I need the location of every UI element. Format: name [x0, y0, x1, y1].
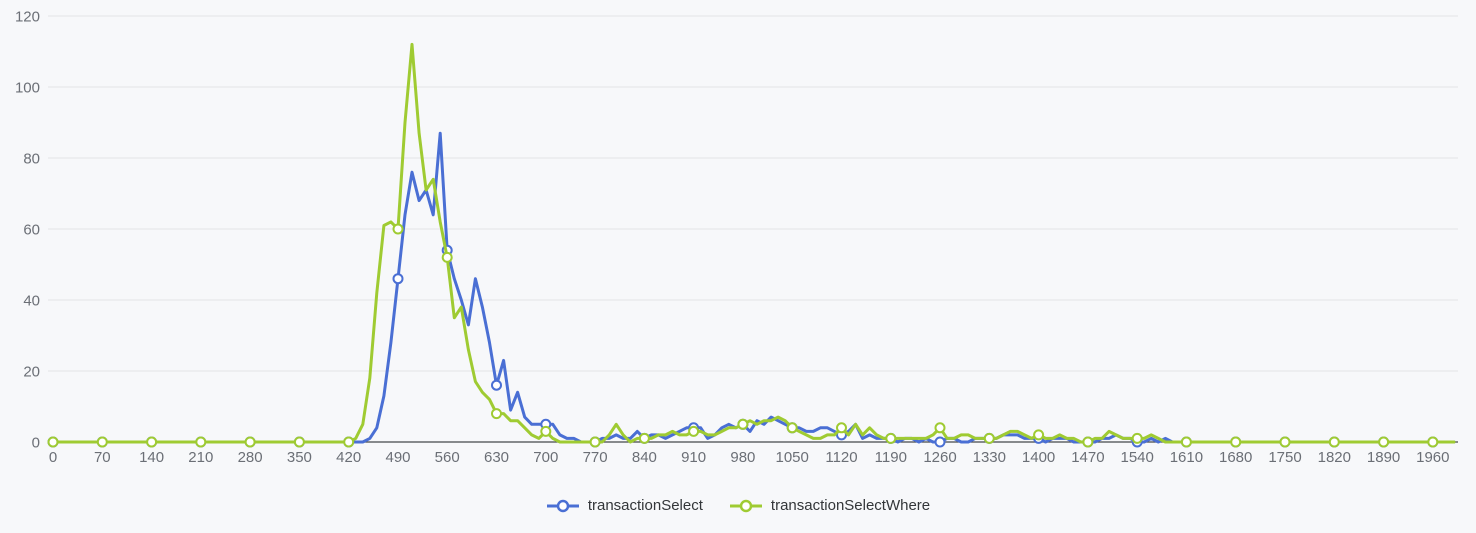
x-tick-label: 980 — [730, 449, 755, 466]
x-tick-label: 350 — [287, 449, 312, 466]
x-tick-label: 1400 — [1022, 449, 1055, 466]
y-tick-label: 20 — [23, 363, 40, 380]
legend-label: transactionSelectWhere — [770, 497, 931, 514]
series-marker-transactionSelectWhere — [983, 432, 995, 444]
series-marker-transactionSelectWhere — [1279, 436, 1291, 448]
x-tick-label: 770 — [583, 449, 608, 466]
x-tick-label: 1470 — [1071, 449, 1104, 466]
series-marker-transactionSelectWhere — [343, 436, 355, 448]
x-tick-label: 280 — [238, 449, 263, 466]
x-tick-label: 1750 — [1268, 449, 1301, 466]
y-tick-label: 60 — [23, 221, 40, 238]
series-marker-transactionSelectWhere — [441, 251, 453, 263]
x-tick-label: 1260 — [923, 449, 956, 466]
legend: transactionSelect transactionSelectWhere — [0, 478, 1476, 533]
series-marker-transactionSelectWhere — [1230, 436, 1242, 448]
series-marker-transactionSelectWhere — [638, 432, 650, 444]
legend-item-transactionSelect[interactable]: transactionSelect — [546, 497, 703, 514]
line-marker-icon — [546, 499, 580, 513]
x-tick-label: 1890 — [1367, 449, 1400, 466]
series-marker-transactionSelectWhere — [1082, 436, 1094, 448]
series-marker-transactionSelectWhere — [934, 422, 946, 434]
x-tick-label: 490 — [385, 449, 410, 466]
x-tick-label: 1540 — [1121, 449, 1154, 466]
series-marker-transactionSelectWhere — [1131, 432, 1143, 444]
series-marker-transactionSelectWhere — [885, 432, 897, 444]
y-tick-label: 100 — [15, 79, 40, 96]
y-tick-label: 120 — [15, 8, 40, 25]
series-marker-transactionSelectWhere — [244, 436, 256, 448]
x-tick-label: 1610 — [1170, 449, 1203, 466]
x-tick-label: 840 — [632, 449, 657, 466]
y-tick-label: 40 — [23, 292, 40, 309]
x-tick-label: 910 — [681, 449, 706, 466]
series-marker-transactionSelectWhere — [96, 436, 108, 448]
x-tick-label: 420 — [336, 449, 361, 466]
x-tick-label: 140 — [139, 449, 164, 466]
x-tick-label: 210 — [188, 449, 213, 466]
x-tick-label: 1820 — [1318, 449, 1351, 466]
series-marker-transactionSelect — [934, 436, 946, 448]
x-tick-label: 70 — [94, 449, 111, 466]
series-line-transactionSelect — [51, 131, 1456, 444]
series-marker-transactionSelectWhere — [589, 436, 601, 448]
series-marker-transactionSelectWhere — [688, 425, 700, 437]
series-marker-transactionSelectWhere — [786, 422, 798, 434]
y-tick-label: 0 — [32, 434, 40, 451]
series-marker-transactionSelectWhere — [146, 436, 158, 448]
series-marker-transactionSelectWhere — [836, 422, 847, 434]
x-tick-label: 630 — [484, 449, 509, 466]
series-marker-transactionSelectWhere — [1328, 436, 1340, 448]
series-marker-transactionSelectWhere — [293, 436, 305, 448]
x-tick-label: 1050 — [776, 449, 809, 466]
series-marker-transactionSelectWhere — [1180, 436, 1192, 448]
series-marker-transactionSelectWhere — [540, 425, 552, 437]
y-tick-label: 80 — [23, 150, 40, 167]
series-line-transactionSelectWhere — [51, 42, 1456, 444]
series-marker-transactionSelectWhere — [392, 223, 404, 235]
series-marker-transactionSelect — [392, 273, 404, 285]
legend-label: transactionSelect — [587, 497, 703, 514]
x-tick-label: 560 — [435, 449, 460, 466]
series-marker-transactionSelectWhere — [1378, 436, 1390, 448]
x-tick-label: 1960 — [1416, 449, 1449, 466]
chart-canvas: 0 20 40 60 80 100 120 0 70 140 210 280 350 420 490 560 6… — [15, 8, 1458, 466]
series-marker-transactionSelectWhere — [737, 418, 749, 430]
series-marker-transactionSelectWhere — [195, 436, 207, 448]
x-tick-label: 1120 — [825, 449, 857, 466]
series-marker-transactionSelectWhere — [491, 408, 502, 420]
legend-item-transactionSelectWhere[interactable]: transactionSelectWhere — [729, 497, 930, 514]
line-marker-icon — [729, 499, 763, 513]
series-marker-transactionSelectWhere — [47, 436, 59, 448]
series-marker-transactionSelectWhere — [1033, 429, 1045, 441]
series-marker-transactionSelect — [491, 379, 502, 391]
series-marker-transactionSelectWhere — [1427, 436, 1439, 448]
x-tick-label: 700 — [533, 449, 558, 466]
x-tick-label: 1330 — [973, 449, 1006, 466]
x-tick-label: 0 — [49, 449, 57, 466]
x-tick-label: 1190 — [875, 449, 907, 466]
x-tick-label: 1680 — [1219, 449, 1252, 466]
